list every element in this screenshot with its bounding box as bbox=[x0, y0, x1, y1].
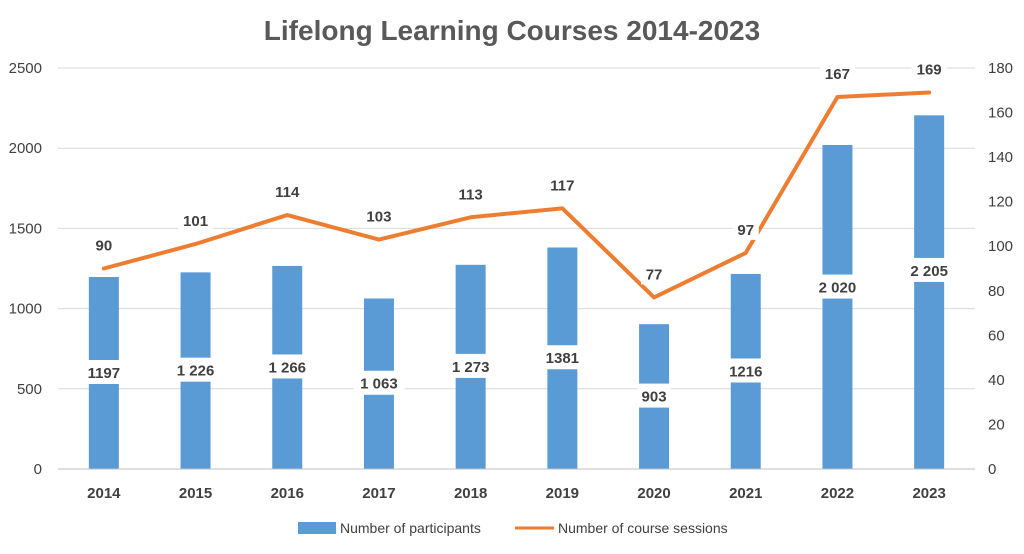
line-data-label-bg bbox=[641, 262, 668, 285]
bar-data-label: 2 205 bbox=[910, 263, 948, 280]
bar-data-label-bg bbox=[724, 358, 767, 383]
line-data-label-bg bbox=[361, 204, 397, 227]
bar-data-label-bg bbox=[541, 345, 584, 370]
right-tick-label: 120 bbox=[988, 194, 1013, 211]
bar bbox=[914, 115, 945, 470]
right-tick-label: 100 bbox=[988, 238, 1013, 255]
x-tick-label: 2020 bbox=[637, 485, 670, 502]
line-data-label: 114 bbox=[275, 184, 300, 201]
bar-data-label: 1 063 bbox=[360, 376, 398, 393]
x-tick-label: 2023 bbox=[912, 485, 945, 502]
line-data-label: 101 bbox=[183, 213, 208, 230]
left-tick-label: 1000 bbox=[9, 301, 42, 318]
right-tick-label: 160 bbox=[988, 105, 1013, 122]
legend: Number of participants Number of course … bbox=[298, 520, 728, 536]
bar-data-label-bg bbox=[82, 360, 125, 385]
line-data-label-bg bbox=[453, 182, 489, 205]
bar-data-label: 1197 bbox=[88, 365, 121, 382]
x-tick-label: 2015 bbox=[179, 485, 212, 502]
line-data-label-bg bbox=[911, 57, 947, 80]
bar-data-label: 1381 bbox=[546, 350, 579, 367]
x-tick-label: 2022 bbox=[821, 485, 854, 502]
bar-data-label-bg bbox=[261, 354, 313, 379]
right-tick-label: 180 bbox=[988, 60, 1013, 77]
x-tick-label: 2021 bbox=[729, 485, 762, 502]
line-data-label-bg bbox=[269, 180, 305, 203]
bar-data-label: 1 226 bbox=[177, 363, 215, 380]
legend-line-label: Number of course sessions bbox=[558, 520, 728, 536]
line-data-label: 113 bbox=[459, 186, 483, 203]
left-tick-label: 2500 bbox=[9, 60, 42, 77]
legend-bar-label: Number of participants bbox=[340, 520, 481, 536]
left-tick-label: 2000 bbox=[9, 140, 42, 157]
line-data-label: 103 bbox=[366, 209, 391, 226]
chart-title: Lifelong Learning Courses 2014-2023 bbox=[264, 15, 760, 46]
bar-data-label-bg bbox=[811, 274, 863, 299]
right-tick-label: 140 bbox=[988, 149, 1013, 166]
bar-data-label: 1 273 bbox=[452, 359, 490, 376]
legend-bar-swatch bbox=[298, 522, 336, 534]
x-tick-label: 2018 bbox=[454, 485, 487, 502]
line-data-label-bg bbox=[819, 61, 855, 84]
right-tick-label: 0 bbox=[988, 461, 996, 478]
bar-data-label-bg bbox=[170, 357, 222, 382]
bar bbox=[822, 144, 853, 469]
right-tick-label: 40 bbox=[988, 372, 1005, 389]
line-data-label: 169 bbox=[917, 62, 942, 79]
bar-data-label: 2 020 bbox=[819, 280, 857, 297]
x-tick-label: 2017 bbox=[362, 485, 395, 502]
bar-data-label: 1 266 bbox=[268, 359, 306, 376]
right-tick-label: 20 bbox=[988, 416, 1005, 433]
left-tick-label: 0 bbox=[34, 461, 42, 478]
line-data-label: 97 bbox=[737, 222, 754, 239]
line-data-label: 117 bbox=[550, 177, 574, 194]
bar-data-label-bg bbox=[353, 370, 405, 395]
sessions-line bbox=[101, 90, 932, 300]
right-tick-label: 80 bbox=[988, 283, 1005, 300]
line-data-label: 77 bbox=[646, 266, 663, 283]
line-data-label: 90 bbox=[96, 238, 113, 255]
left-tick-label: 1500 bbox=[9, 220, 42, 237]
bar-data-label-bg bbox=[445, 353, 497, 378]
left-tick-label: 500 bbox=[17, 381, 42, 398]
line-data-label-bg bbox=[178, 208, 214, 231]
line-data-label-bg bbox=[732, 217, 759, 240]
bar-data-label-bg bbox=[903, 257, 955, 282]
line-data-label-bg bbox=[90, 233, 117, 256]
x-tick-label: 2019 bbox=[546, 485, 579, 502]
labels-layer: 1197 1 226 1 266 1 063 1 273 1381 903 1216 2 020… bbox=[82, 57, 955, 408]
left-axis: 0 500 1000 1500 2000 2500 bbox=[9, 60, 42, 478]
right-axis: 0 20 40 60 80 100 120 140 160 180 bbox=[988, 60, 1013, 478]
line-data-label: 167 bbox=[825, 66, 850, 83]
x-axis: 2014 2015 2016 2017 2018 2019 2020 2021 2022 2023 bbox=[58, 468, 975, 502]
x-tick-label: 2014 bbox=[87, 485, 121, 502]
x-tick-label: 2016 bbox=[271, 485, 304, 502]
bar-data-label: 903 bbox=[642, 389, 667, 406]
line-layer bbox=[101, 90, 932, 300]
line-data-label-bg bbox=[544, 173, 580, 196]
bar-data-label-bg bbox=[637, 383, 671, 408]
bar-data-label: 1216 bbox=[729, 363, 762, 380]
right-tick-label: 60 bbox=[988, 327, 1005, 344]
